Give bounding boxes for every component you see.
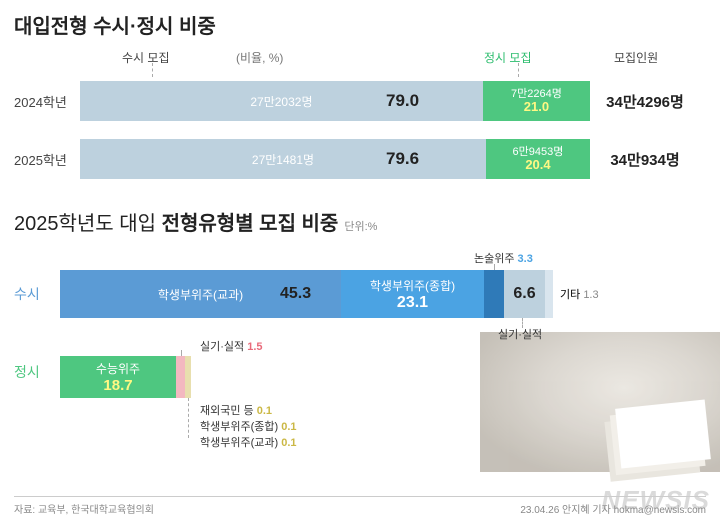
title-unit: 단위:% [344,221,377,233]
seg-value-gyogwa: 45.3 [280,285,311,303]
title-prefix: 2025학년도 대입 [14,213,162,235]
chart1-legend: 수시 모집 (비율, %) 정시 모집 모집인원 [14,45,706,77]
seg-value: 23.1 [397,294,428,312]
seg-label: 학생부위주(종합) [370,277,455,294]
year-label: 2024학년 [14,92,80,111]
total: 34만934명 [590,149,700,170]
anno-label: 재외국민 등 [200,405,254,417]
susi-pct: 79.6 [386,149,419,169]
chart2-section: 수시 학생부위주(교과) 학생부위주(종합) 23.1 6.6 45.3 논술위… [0,236,720,496]
csat-value: 18.7 [103,377,132,394]
susi-label: 수시 [14,284,60,304]
legend-total: 모집인원 [614,49,658,66]
anno-value: 0.1 [257,405,272,417]
footer: 자료: 교육부, 한국대학교육협의회 23.04.26 안지혜 기자 hokma… [14,496,706,516]
legend-jeongsi: 정시 모집 [484,49,532,66]
anno-value: 0.1 [281,437,296,449]
jeongsi-bar: 수능위주 18.7 실기·실적 1.5 재외국민 등 0.1 학생부위주(종합)… [60,356,680,398]
footer-source: 자료: 교육부, 한국대학교육협의회 [14,501,154,516]
footer-credit: 23.04.26 안지혜 기자 hokma@newsis.com [520,501,706,516]
anno-label: 실기·실적 [200,341,244,353]
chart1-title: 대입전형 수시·정시 비중 [0,0,720,39]
gita-value: 1.3 [583,289,598,301]
nonsul-value: 3.3 [518,253,533,265]
anno-label: 학생부위주(종합) [200,421,278,433]
jeongsi-label: 정시 [14,362,60,382]
susi-count: 27만2032명 [250,93,312,110]
anno-value: 1.5 [247,341,262,353]
susi-count: 27만1481명 [252,151,314,168]
chart1-row-2025: 2025학년 27만1481명 6만9453명 20.4 79.6 34만934… [14,135,706,183]
chart1-section: 수시 모집 (비율, %) 정시 모집 모집인원 2024학년 27만2032명… [0,39,720,183]
jeongsi-pct: 21.0 [524,100,549,114]
seg-value: 6.6 [513,285,535,303]
susi-bar: 학생부위주(교과) 학생부위주(종합) 23.1 6.6 45.3 논술위주 3… [60,270,680,318]
bar-wrap: 27만2032명 7만2264명 21.0 79.0 [80,81,590,121]
gita-label: 기타 [560,289,580,301]
jeongsi-pct: 20.4 [525,158,550,172]
legend-unit: (비율, %) [236,49,283,66]
csat-label: 수능위주 [96,360,140,377]
year-label: 2025학년 [14,150,80,169]
title-bold: 전형유형별 모집 비중 [162,213,339,235]
seg-label: 학생부위주(교과) [158,286,243,303]
legend-susi: 수시 모집 [122,49,170,66]
chart2-title: 2025학년도 대입 전형유형별 모집 비중 단위:% [0,193,720,236]
anno-label: 학생부위주(교과) [200,437,278,449]
chart2-susi-row: 수시 학생부위주(교과) 학생부위주(종합) 23.1 6.6 45.3 논술위… [14,270,706,318]
chart2-jeongsi-row: 정시 수능위주 18.7 실기·실적 1.5 재외국민 등 0.1 학생부위주(… [14,346,706,398]
bar-wrap: 27만1481명 6만9453명 20.4 79.6 [80,139,590,179]
anno-value: 0.1 [281,421,296,433]
chart1-row-2024: 2024학년 27만2032명 7만2264명 21.0 79.0 34만429… [14,77,706,125]
susi-pct: 79.0 [386,91,419,111]
total: 34만4296명 [590,91,700,112]
silgi-label: 실기·실적 [498,326,542,342]
